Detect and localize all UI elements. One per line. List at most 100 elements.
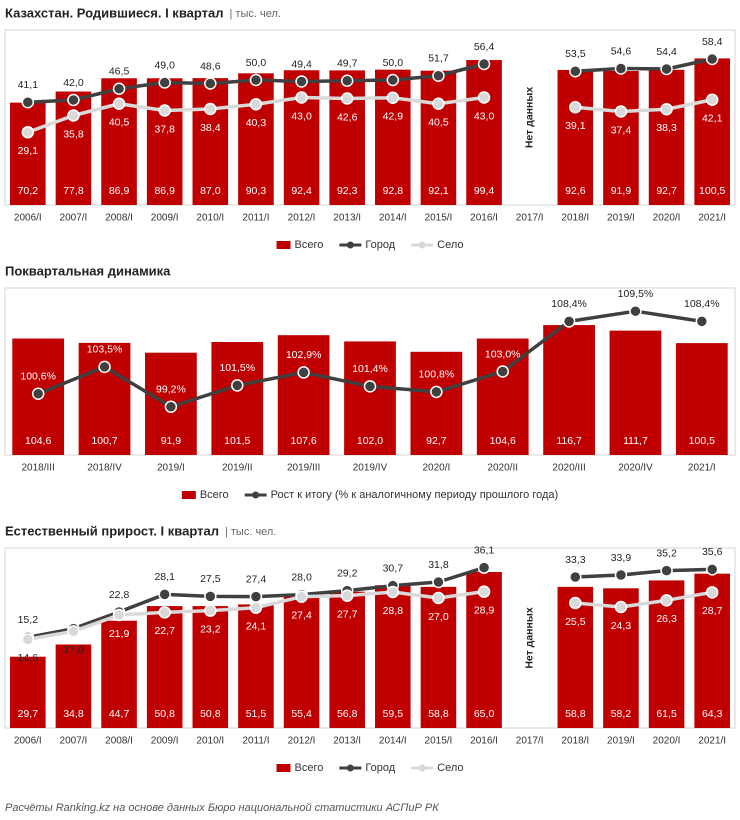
line-marker bbox=[297, 366, 310, 379]
bar-label: 92,7 bbox=[426, 435, 447, 447]
line-marker bbox=[67, 625, 80, 638]
bar bbox=[648, 69, 685, 205]
line-marker bbox=[112, 82, 126, 95]
bar-label: 104,6 bbox=[25, 435, 51, 447]
line-label: 26,3 bbox=[656, 613, 677, 625]
line-marker bbox=[430, 385, 443, 399]
x-tick-label: 2011/I bbox=[242, 213, 269, 224]
x-tick-label: 2010/I bbox=[196, 736, 224, 747]
line-label: 35,2 bbox=[656, 547, 677, 559]
line-label: 28,9 bbox=[474, 604, 495, 616]
bar bbox=[543, 325, 595, 455]
line-label: 24,1 bbox=[246, 620, 267, 632]
line-label: 30,7 bbox=[383, 562, 404, 574]
x-tick-label: 2006/I bbox=[14, 736, 42, 747]
legend-swatch bbox=[346, 764, 354, 772]
line-label: 109,5% bbox=[618, 288, 654, 300]
x-tick-label: 2010/I bbox=[196, 213, 224, 224]
bar bbox=[192, 606, 229, 728]
line-marker bbox=[614, 105, 628, 118]
bar-label: 92,6 bbox=[565, 185, 586, 197]
line-marker bbox=[432, 575, 445, 589]
line-marker bbox=[204, 102, 217, 116]
bar bbox=[375, 585, 411, 728]
chart-title: Казахстан. Родившиеся. I квартал bbox=[5, 5, 224, 20]
line-label: 29,1 bbox=[18, 145, 39, 157]
line-label: 100,6% bbox=[20, 371, 56, 383]
line-label: 25,5 bbox=[565, 616, 586, 628]
x-tick-label: 2020/I bbox=[653, 213, 681, 224]
line-label: 27,0 bbox=[428, 611, 449, 623]
line-marker bbox=[569, 65, 582, 78]
x-tick-label: 2009/I bbox=[151, 736, 179, 747]
line-marker bbox=[477, 585, 491, 598]
legend-label: Всего bbox=[295, 239, 324, 251]
line-label: 49,7 bbox=[337, 58, 358, 70]
line-label: 28,8 bbox=[383, 605, 404, 617]
bar bbox=[420, 70, 457, 205]
x-tick-label: 2020/II bbox=[487, 463, 518, 474]
line-marker bbox=[340, 74, 354, 87]
line-label: 28,0 bbox=[291, 571, 312, 583]
line-marker bbox=[295, 91, 308, 104]
line-marker bbox=[249, 73, 263, 87]
bar bbox=[146, 78, 183, 205]
x-tick-label: 2020/IV bbox=[618, 463, 653, 474]
line-label: 101,5% bbox=[219, 362, 255, 374]
bar-label: 59,5 bbox=[383, 708, 404, 720]
line-label: 38,3 bbox=[656, 122, 677, 134]
x-tick-label: 2018/I bbox=[561, 213, 589, 224]
bar-label: 91,9 bbox=[611, 185, 632, 197]
line-label: 51,7 bbox=[428, 53, 449, 65]
line-label: 108,4% bbox=[551, 298, 587, 310]
bar bbox=[344, 341, 396, 455]
x-tick-label: 2006/I bbox=[14, 213, 42, 224]
x-tick-label: 2021/I bbox=[688, 463, 716, 474]
bar-label: 77,8 bbox=[63, 185, 84, 197]
line-marker bbox=[67, 93, 80, 107]
line-marker bbox=[614, 600, 628, 614]
bar-label: 51,5 bbox=[246, 708, 267, 720]
bar-label: 64,3 bbox=[702, 708, 723, 720]
line-label: 36,1 bbox=[474, 544, 495, 556]
bar bbox=[55, 644, 92, 728]
line-label: 100,8% bbox=[419, 369, 455, 381]
line-label: 103,5% bbox=[87, 344, 123, 356]
bar bbox=[10, 656, 46, 728]
bar-label: 65,0 bbox=[474, 708, 495, 720]
bar-label: 107,6 bbox=[290, 435, 316, 447]
line-marker bbox=[231, 379, 244, 392]
line-label: 42,1 bbox=[702, 113, 723, 125]
legend-label: Город bbox=[365, 762, 395, 774]
line-label: 23,2 bbox=[200, 623, 221, 635]
x-tick-label: 2021/I bbox=[698, 213, 726, 224]
line-label: 27,4 bbox=[291, 609, 312, 621]
line-label: 21,9 bbox=[109, 628, 130, 640]
bar bbox=[146, 606, 183, 728]
line-marker bbox=[112, 608, 126, 622]
bar bbox=[101, 620, 137, 728]
x-tick-label: 2007/I bbox=[60, 736, 88, 747]
line-label: 43,0 bbox=[291, 110, 312, 122]
bar bbox=[694, 573, 730, 728]
line-label: 108,4% bbox=[684, 298, 720, 310]
line-marker bbox=[432, 69, 445, 82]
legend-swatch bbox=[181, 491, 196, 499]
x-tick-label: 2018/IV bbox=[87, 463, 122, 474]
bar-label: 92,4 bbox=[291, 185, 312, 197]
line-label: 35,8 bbox=[63, 128, 84, 140]
bar-label: 86,9 bbox=[154, 185, 175, 197]
line-marker bbox=[204, 604, 217, 617]
line-marker bbox=[660, 594, 673, 607]
line-marker bbox=[614, 62, 628, 75]
line-marker bbox=[21, 633, 35, 646]
line-label: 42,9 bbox=[383, 111, 404, 123]
bar-label: 92,7 bbox=[656, 185, 677, 197]
x-tick-label: 2017/I bbox=[516, 213, 544, 224]
legend-label: Город bbox=[365, 239, 395, 251]
line-marker bbox=[204, 77, 217, 90]
x-tick-label: 2012/I bbox=[288, 213, 316, 224]
bar-label: 102,0 bbox=[357, 435, 383, 447]
line-marker bbox=[295, 590, 308, 603]
